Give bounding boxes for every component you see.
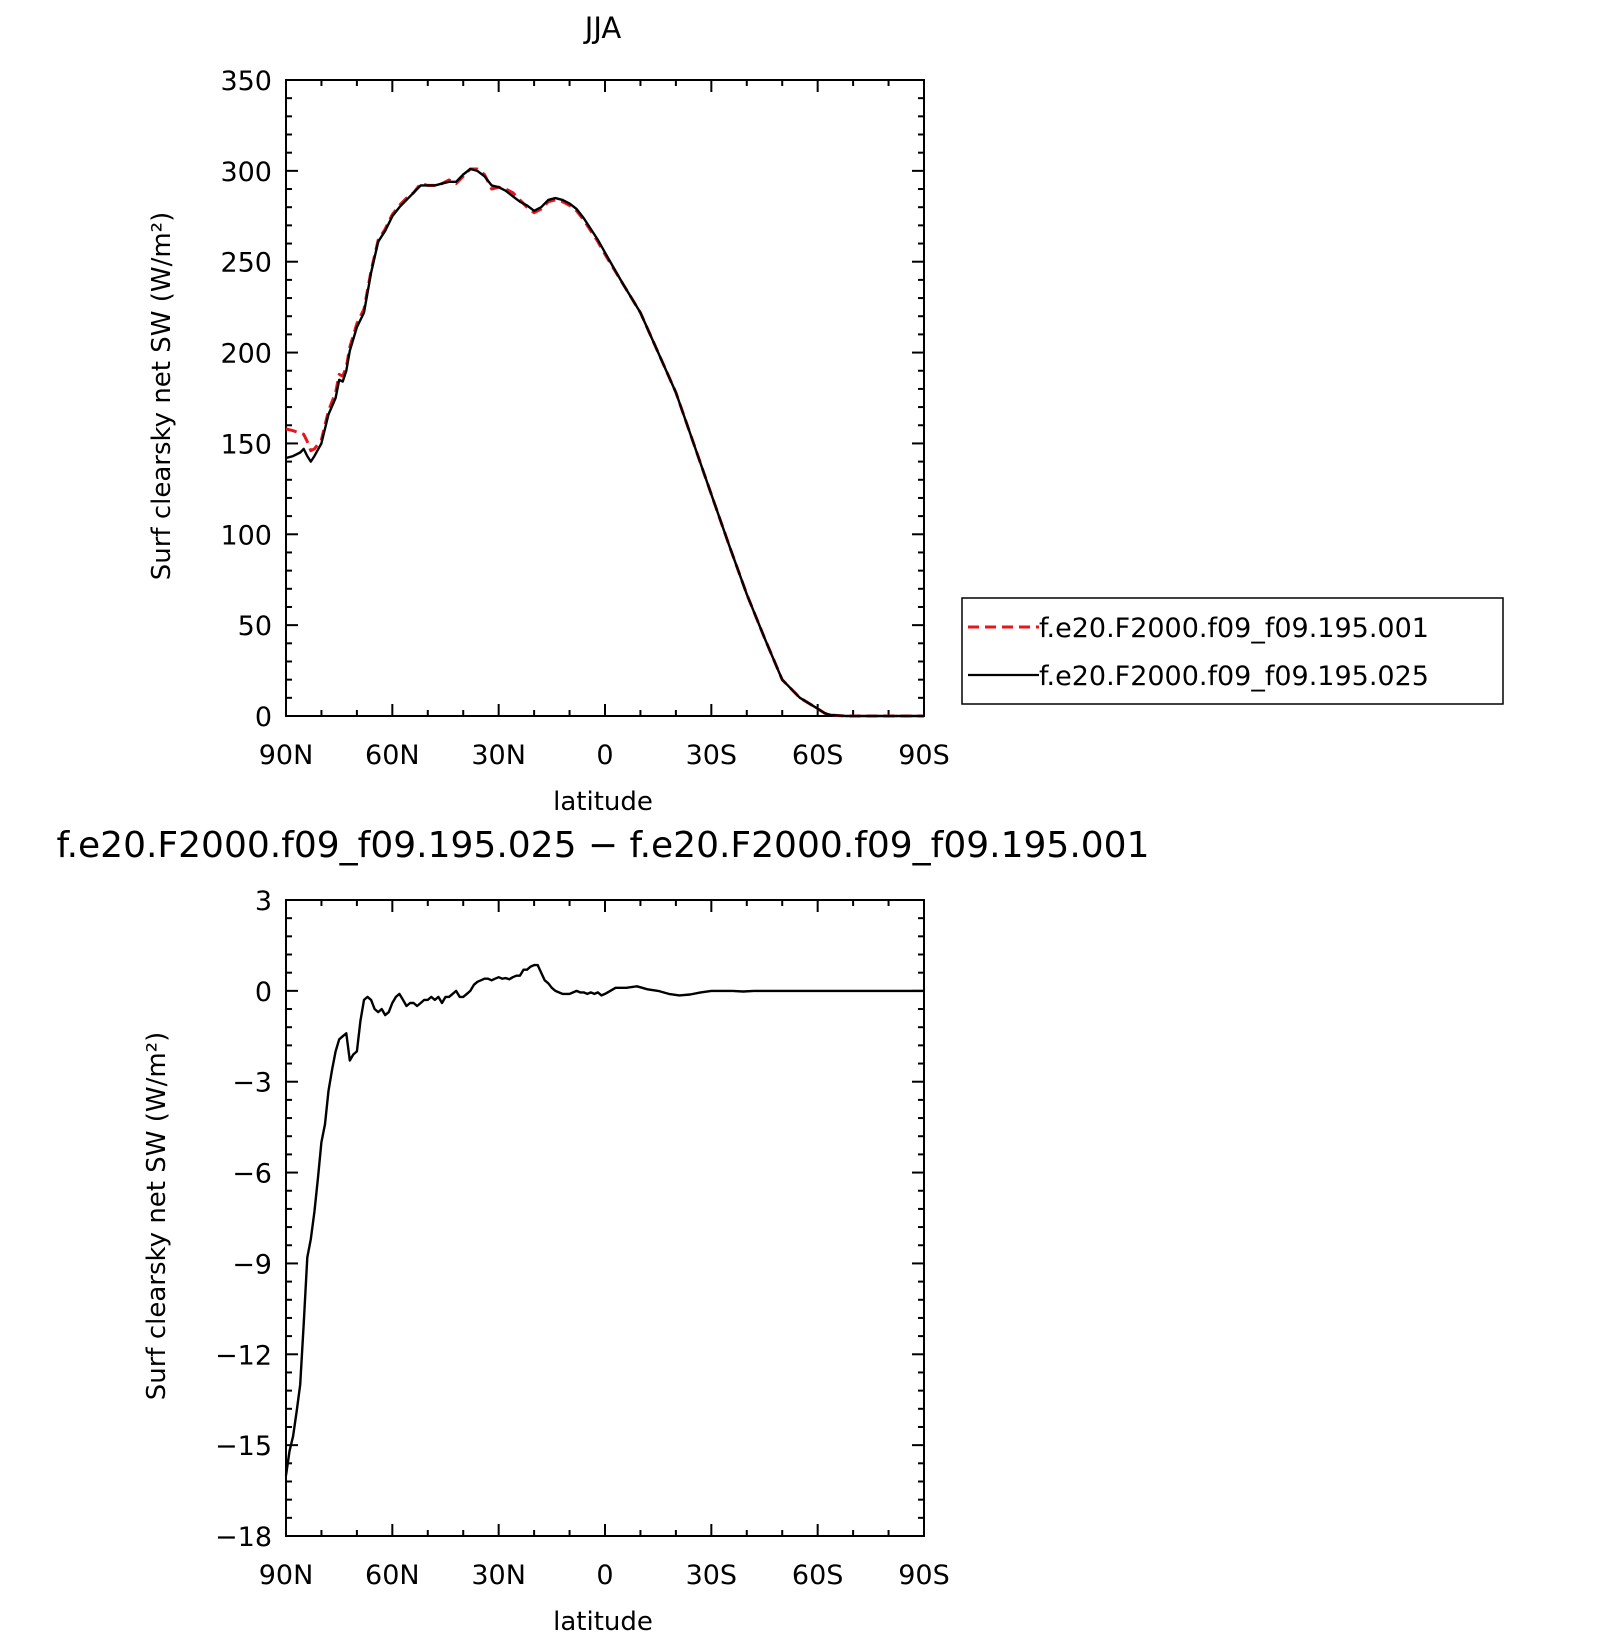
bottom-y-tick-label: −18 xyxy=(215,1522,272,1553)
top-panel: JJA 90N 60N 30N 0 30S 60S 90S 0 50 100 150 200 250 30… xyxy=(147,11,1504,817)
legend-box xyxy=(961,597,1504,705)
bottom-panel-title: f.e20.F2000.f09_f09.195.025 − f.e20.F200… xyxy=(57,825,1150,866)
bottom-x-tick-label: 0 xyxy=(596,1560,613,1591)
bottom-x-tick-label: 90S xyxy=(898,1560,950,1591)
bottom-x-axis-label: latitude xyxy=(553,1607,653,1635)
legend: f.e20.F2000.f09_f09.195.001 f.e20.F2000.… xyxy=(961,597,1504,705)
top-y-tick-label: 50 xyxy=(238,611,272,642)
bottom-y-tick-label: −9 xyxy=(232,1249,272,1280)
bottom-x-tick-label: 30N xyxy=(471,1560,526,1591)
bottom-y-tick-label: 0 xyxy=(255,977,272,1008)
top-plot-frame xyxy=(285,79,925,717)
bottom-y-tick-label: −6 xyxy=(232,1159,272,1190)
bottom-y-tick-label: −15 xyxy=(215,1431,272,1462)
bottom-panel: f.e20.F2000.f09_f09.195.025 − f.e20.F200… xyxy=(57,825,1150,1635)
top-x-axis-label: latitude xyxy=(553,787,653,817)
bottom-y-axis-label: Surf clearsky net SW (W/m²) xyxy=(142,1032,172,1400)
top-panel-title: JJA xyxy=(583,11,622,45)
bottom-y-tick-label: −12 xyxy=(215,1340,272,1371)
bottom-y-tick-label: 3 xyxy=(255,886,272,917)
bottom-series-line-1 xyxy=(284,963,924,1476)
top-y-tick-label: 0 xyxy=(255,702,272,733)
top-x-tick-label: 30S xyxy=(686,740,738,771)
top-y-tick-label: 300 xyxy=(220,157,272,188)
top-y-tick-label: 250 xyxy=(220,248,272,279)
top-plot-area: 90N 60N 30N 0 30S 60S 90S 0 50 100 150 200 250 300 350 xyxy=(220,66,949,771)
legend-label-series-1: f.e20.F2000.f09_f09.195.001 xyxy=(1039,613,1429,644)
top-y-tick-label: 200 xyxy=(220,339,272,370)
bottom-x-tick-label: 60N xyxy=(365,1560,420,1591)
top-x-tick-label: 60S xyxy=(792,740,844,771)
top-x-tick-label: 0 xyxy=(596,740,613,771)
top-y-tick-label: 150 xyxy=(220,429,272,460)
bottom-x-tick-label: 90N xyxy=(259,1560,314,1591)
top-x-tick-label: 90N xyxy=(259,740,314,771)
bottom-plot-area: 90N 60N 30N 0 30S 60S 90S 3 0 −3 −6 −9 −12 −15 −18 xyxy=(215,886,950,1591)
bottom-x-tick-label: 30S xyxy=(686,1560,738,1591)
top-y-axis-label: Surf clearsky net SW (W/m²) xyxy=(147,212,177,580)
top-y-tick-label: 350 xyxy=(220,66,272,97)
top-x-tick-label: 30N xyxy=(471,740,526,771)
bottom-y-tick-label: −3 xyxy=(232,1068,272,1099)
top-x-tick-label: 90S xyxy=(898,740,950,771)
top-series-line-2 xyxy=(285,167,924,718)
top-y-tick-label: 100 xyxy=(220,520,272,551)
legend-label-series-2: f.e20.F2000.f09_f09.195.025 xyxy=(1039,661,1429,692)
top-x-tick-label: 60N xyxy=(365,740,420,771)
bottom-plot-frame xyxy=(285,899,925,1537)
bottom-x-tick-label: 60S xyxy=(792,1560,844,1591)
